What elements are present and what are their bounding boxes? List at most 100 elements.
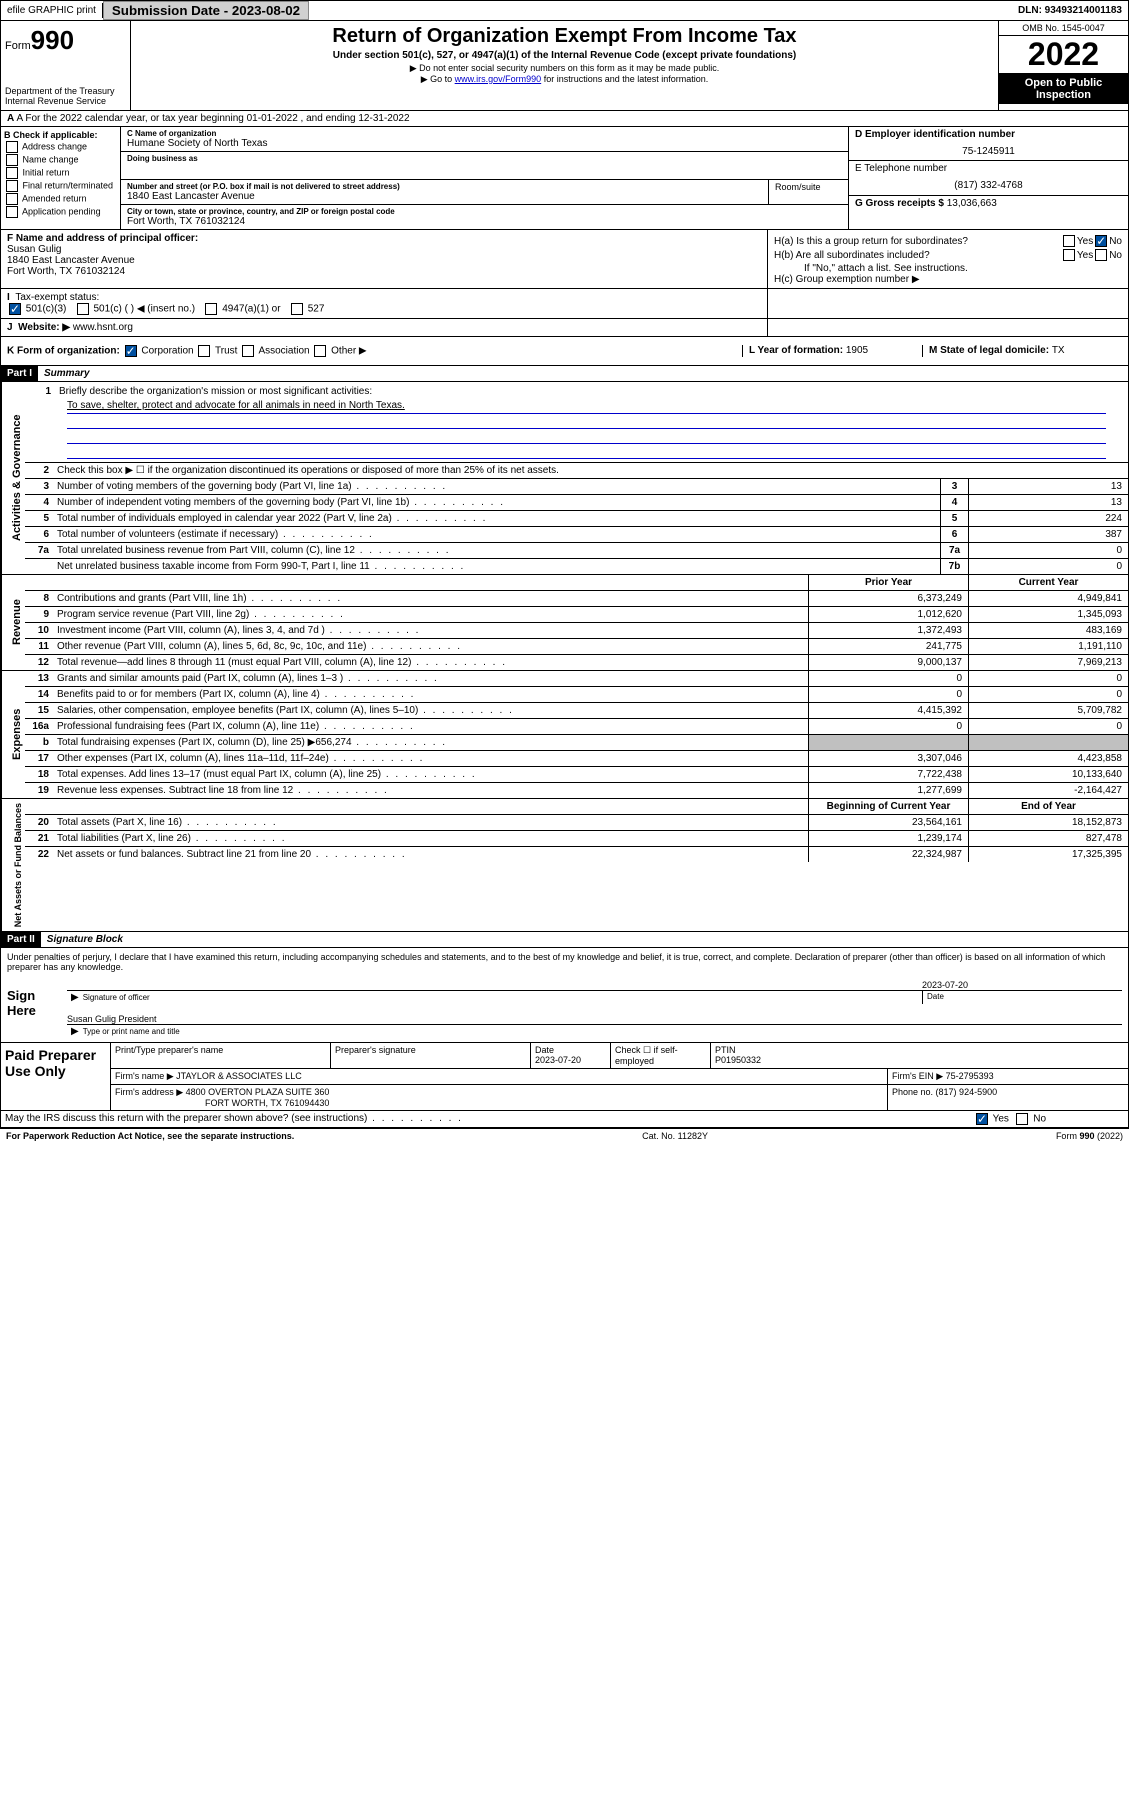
firm-addr-label: Firm's address ▶ bbox=[115, 1087, 186, 1097]
summary-governance: Activities & Governance 1Briefly describ… bbox=[0, 382, 1129, 575]
chk-name-change[interactable]: Name change bbox=[4, 154, 117, 166]
footer-mid: Cat. No. 11282Y bbox=[294, 1131, 1056, 1141]
top-bar: efile GRAPHIC print Submission Date - 20… bbox=[0, 0, 1129, 21]
sig-date-label: Date bbox=[922, 991, 1122, 1004]
suite-label: Room/suite bbox=[768, 180, 848, 205]
form-subtitle-1: Under section 501(c), 527, or 4947(a)(1)… bbox=[139, 50, 990, 61]
org-name-label: C Name of organization bbox=[127, 129, 842, 138]
open-to-public: Open to Public Inspection bbox=[999, 74, 1128, 104]
summary-line-val: 0 bbox=[968, 559, 1128, 574]
summary-prior: 1,277,699 bbox=[808, 783, 968, 798]
chk-association[interactable] bbox=[242, 345, 254, 357]
chk-amended-return[interactable]: Amended return bbox=[4, 193, 117, 205]
hb-no[interactable] bbox=[1095, 249, 1107, 261]
summary-line-desc: Other expenses (Part IX, column (A), lin… bbox=[53, 751, 808, 766]
chk-501c3[interactable] bbox=[9, 303, 21, 315]
year-formation-label: L Year of formation: bbox=[749, 345, 846, 356]
summary-line-box: 6 bbox=[940, 527, 968, 542]
summary-line-val: 0 bbox=[968, 543, 1128, 558]
hdr-prior: Prior Year bbox=[808, 575, 968, 590]
summary-line-desc: Total assets (Part X, line 16) bbox=[53, 815, 808, 830]
summary-line-val: 224 bbox=[968, 511, 1128, 526]
form-title: Return of Organization Exempt From Incom… bbox=[139, 25, 990, 48]
summary-curr bbox=[968, 735, 1128, 750]
addr-value: 1840 East Lancaster Avenue bbox=[127, 191, 762, 202]
firm-addr1: 4800 OVERTON PLAZA SUITE 360 bbox=[186, 1087, 330, 1097]
website-value: www.hsnt.org bbox=[73, 322, 133, 333]
form-org-label: K Form of organization: bbox=[7, 346, 120, 357]
state-domicile-label: M State of legal domicile: bbox=[929, 345, 1052, 356]
officer-addr1: 1840 East Lancaster Avenue bbox=[7, 255, 761, 266]
discuss-yes[interactable] bbox=[976, 1113, 988, 1125]
summary-line-val: 387 bbox=[968, 527, 1128, 542]
prep-h2: Preparer's signature bbox=[331, 1043, 531, 1068]
firm-phone: (817) 924-5900 bbox=[936, 1087, 998, 1097]
summary-line-desc: Number of voting members of the governin… bbox=[53, 479, 940, 494]
chk-trust[interactable] bbox=[198, 345, 210, 357]
footer: For Paperwork Reduction Act Notice, see … bbox=[0, 1128, 1129, 1143]
summary-prior: 0 bbox=[808, 719, 968, 734]
line2-text: Check this box ▶ ☐ if the organization d… bbox=[53, 463, 1128, 478]
summary-line-desc: Investment income (Part VIII, column (A)… bbox=[53, 623, 808, 638]
dba-label: Doing business as bbox=[127, 154, 842, 163]
summary-curr: -2,164,427 bbox=[968, 783, 1128, 798]
hb-yes[interactable] bbox=[1063, 249, 1075, 261]
firm-addr2: FORT WORTH, TX 761094430 bbox=[205, 1098, 329, 1108]
summary-curr: 1,345,093 bbox=[968, 607, 1128, 622]
summary-expenses: Expenses 13Grants and similar amounts pa… bbox=[0, 671, 1129, 799]
chk-other[interactable] bbox=[314, 345, 326, 357]
officer-name: Susan Gulig bbox=[7, 244, 761, 255]
chk-initial-return[interactable]: Initial return bbox=[4, 167, 117, 179]
summary-curr: 1,191,110 bbox=[968, 639, 1128, 654]
hdr-beg: Beginning of Current Year bbox=[808, 799, 968, 814]
summary-line-desc: Total fundraising expenses (Part IX, col… bbox=[53, 735, 808, 750]
chk-corporation[interactable] bbox=[125, 345, 137, 357]
state-domicile: TX bbox=[1052, 345, 1065, 356]
officer-addr2: Fort Worth, TX 761032124 bbox=[7, 266, 761, 277]
part2-title: Signature Block bbox=[41, 932, 129, 947]
summary-prior: 23,564,161 bbox=[808, 815, 968, 830]
summary-curr: 827,478 bbox=[968, 831, 1128, 846]
summary-line-desc: Revenue less expenses. Subtract line 18 … bbox=[53, 783, 808, 798]
chk-501c[interactable] bbox=[77, 303, 89, 315]
summary-curr: 4,423,858 bbox=[968, 751, 1128, 766]
vtab-expenses: Expenses bbox=[1, 671, 25, 798]
discuss-row: May the IRS discuss this return with the… bbox=[0, 1111, 1129, 1128]
row-i: I Tax-exempt status: 501(c)(3) 501(c) ( … bbox=[0, 289, 1129, 319]
summary-line-desc: Total revenue—add lines 8 through 11 (mu… bbox=[53, 655, 808, 670]
part1-num: Part I bbox=[1, 366, 38, 381]
chk-address-change[interactable]: Address change bbox=[4, 141, 117, 153]
chk-4947[interactable] bbox=[205, 303, 217, 315]
prep-date: 2023-07-20 bbox=[535, 1055, 606, 1065]
firm-ein: 75-2795393 bbox=[946, 1071, 994, 1081]
city-label: City or town, state or province, country… bbox=[127, 207, 842, 216]
ha-no[interactable] bbox=[1095, 235, 1107, 247]
chk-527[interactable] bbox=[291, 303, 303, 315]
summary-line-desc: Grants and similar amounts paid (Part IX… bbox=[53, 671, 808, 686]
chk-application-pending[interactable]: Application pending bbox=[4, 206, 117, 218]
summary-line-desc: Net unrelated business taxable income fr… bbox=[53, 559, 940, 574]
prep-title: Paid Preparer Use Only bbox=[1, 1043, 111, 1110]
discuss-no[interactable] bbox=[1016, 1113, 1028, 1125]
section-b-label: B Check if applicable: bbox=[4, 130, 98, 140]
chk-final-return[interactable]: Final return/terminated bbox=[4, 180, 117, 192]
summary-line-desc: Contributions and grants (Part VIII, lin… bbox=[53, 591, 808, 606]
part1-header: Part I Summary bbox=[0, 366, 1129, 382]
officer-label: F Name and address of principal officer: bbox=[7, 233, 198, 244]
row-j: J Website: ▶ www.hsnt.org bbox=[0, 319, 1129, 337]
summary-prior: 0 bbox=[808, 671, 968, 686]
section-bcd: B Check if applicable: Address change Na… bbox=[0, 127, 1129, 230]
dln-label: DLN: 93493214001183 bbox=[1012, 3, 1128, 18]
summary-line-desc: Professional fundraising fees (Part IX, … bbox=[53, 719, 808, 734]
gross-value: 13,036,663 bbox=[947, 198, 997, 209]
vtab-revenue: Revenue bbox=[1, 575, 25, 670]
discuss-text: May the IRS discuss this return with the… bbox=[1, 1111, 968, 1127]
ein-value: 75-1245911 bbox=[855, 146, 1122, 157]
prep-ptin: P01950332 bbox=[715, 1055, 1124, 1065]
ha-yes[interactable] bbox=[1063, 235, 1075, 247]
summary-line-desc: Salaries, other compensation, employee b… bbox=[53, 703, 808, 718]
submission-date-button[interactable]: Submission Date - 2023-08-02 bbox=[103, 1, 309, 20]
summary-line-desc: Number of independent voting members of … bbox=[53, 495, 940, 510]
irs-link[interactable]: www.irs.gov/Form990 bbox=[455, 74, 542, 84]
footer-right: Form 990 (2022) bbox=[1056, 1131, 1123, 1141]
